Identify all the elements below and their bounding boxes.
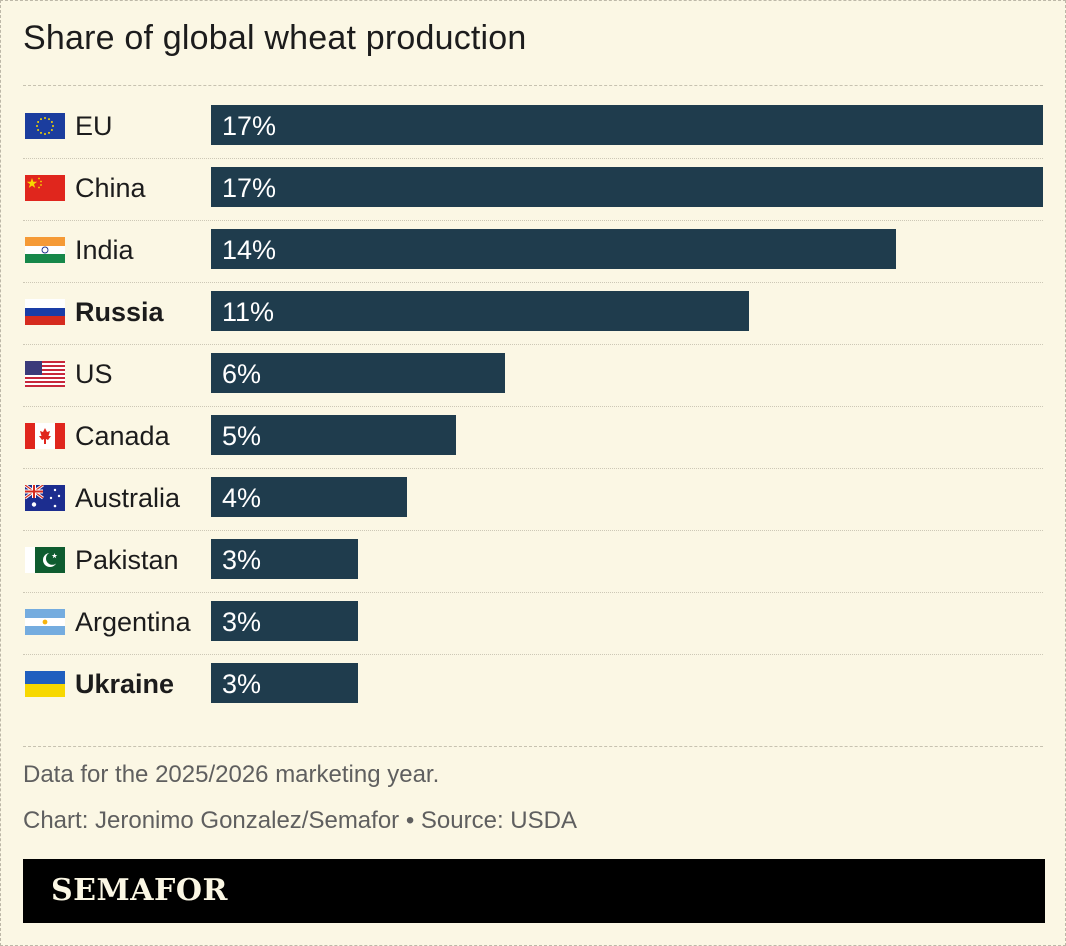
- pakistan-flag-icon: [25, 547, 65, 573]
- bar-row-argentina: Argentina 3%: [23, 593, 1043, 655]
- row-divider: [23, 530, 1043, 531]
- brand-logo: SEMAFOR: [51, 873, 228, 908]
- bar-row-ukraine: Ukraine 3%: [23, 655, 1043, 717]
- row-divider: [23, 406, 1043, 407]
- china-flag-icon: [25, 175, 65, 201]
- bar: [211, 105, 1043, 145]
- row-divider: [23, 282, 1043, 283]
- data-note: Data for the 2025/2026 marketing year.: [23, 761, 440, 788]
- bar-row-russia: Russia 11%: [23, 283, 1043, 345]
- notes-divider: [23, 746, 1043, 747]
- bar-value-label: 3%: [222, 607, 262, 637]
- row-divider: [23, 468, 1043, 469]
- bar: [211, 601, 358, 641]
- row-divider: [23, 654, 1043, 655]
- bar-row-eu: EU 17%: [23, 97, 1043, 159]
- bar: [211, 229, 896, 269]
- bar-row-canada: Canada 5%: [23, 407, 1043, 469]
- argentina-flag-icon: [25, 609, 65, 635]
- australia-flag-icon: [25, 485, 65, 511]
- row-divider: [23, 158, 1043, 159]
- bar-row-pakistan: Pakistan 3%: [23, 531, 1043, 593]
- bar-value-label: 5%: [222, 421, 262, 451]
- category-label: China: [75, 173, 146, 203]
- category-label: Russia: [75, 297, 164, 327]
- category-label: US: [75, 359, 113, 389]
- bar-value-label: 6%: [222, 359, 262, 389]
- category-label: India: [75, 235, 134, 265]
- eu-flag-icon: [25, 113, 65, 139]
- category-label: Pakistan: [75, 545, 179, 575]
- category-label: Canada: [75, 421, 170, 451]
- bar-value-label: 4%: [222, 483, 262, 513]
- credit-line: Chart: Jeronimo Gonzalez/Semafor • Sourc…: [23, 807, 577, 834]
- bar-row-australia: Australia 4%: [23, 469, 1043, 531]
- category-label: EU: [75, 111, 113, 141]
- bar-value-label: 14%: [222, 235, 277, 265]
- row-divider: [23, 344, 1043, 345]
- bar-value-label: 3%: [222, 545, 262, 575]
- us-flag-icon: [25, 361, 65, 387]
- bar: [211, 415, 456, 455]
- bar: [211, 167, 1043, 207]
- title-divider: [23, 85, 1043, 86]
- india-flag-icon: [25, 237, 65, 263]
- category-label: Ukraine: [75, 669, 175, 699]
- footer-bar: SEMAFOR: [23, 859, 1045, 923]
- bar-value-label: 17%: [222, 173, 277, 203]
- bar-value-label: 17%: [222, 111, 277, 141]
- row-divider: [23, 592, 1043, 593]
- bar-row-india: India 14%: [23, 221, 1043, 283]
- bar-value-label: 3%: [222, 669, 262, 699]
- row-divider: [23, 220, 1043, 221]
- bar: [211, 291, 749, 331]
- russia-flag-icon: [25, 299, 65, 325]
- bar-value-label: 11%: [222, 297, 275, 327]
- category-label: Australia: [75, 483, 181, 513]
- bar: [211, 477, 407, 517]
- ukraine-flag-icon: [25, 671, 65, 697]
- chart-title: Share of global wheat production: [23, 19, 527, 57]
- canada-flag-icon: [25, 423, 65, 449]
- bar-row-china: China 17%: [23, 159, 1043, 221]
- bar: [211, 663, 358, 703]
- bar-row-us: US 6%: [23, 345, 1043, 407]
- bar: [211, 353, 505, 393]
- bar: [211, 539, 358, 579]
- category-label: Argentina: [75, 607, 191, 637]
